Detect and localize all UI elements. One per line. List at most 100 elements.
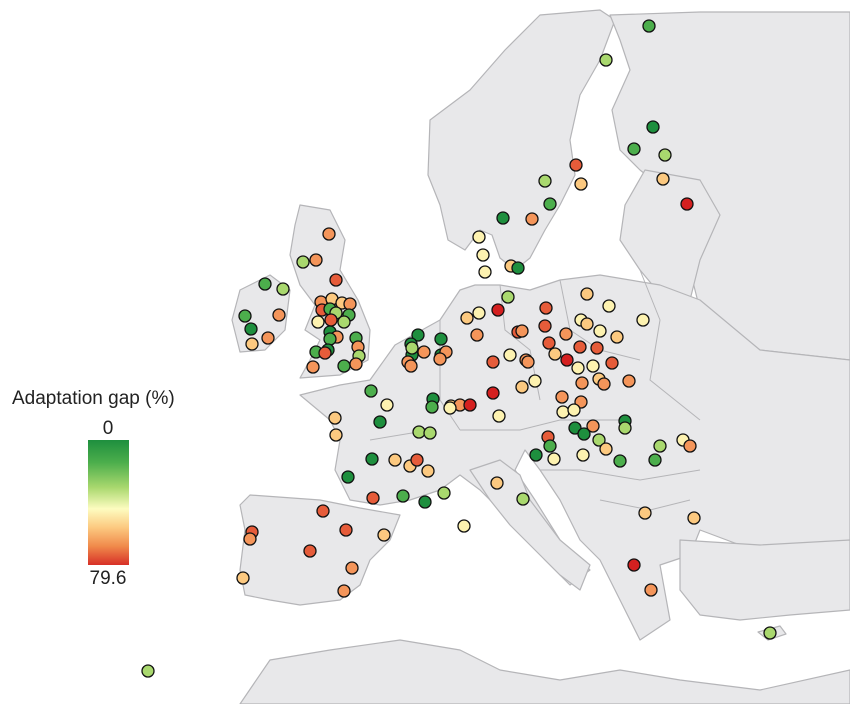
city-dot: [472, 306, 486, 320]
city-dot: [434, 332, 448, 346]
city-dot: [323, 332, 337, 346]
city-dot: [306, 360, 320, 374]
continental-europe-shape: [299, 274, 850, 641]
city-dot: [515, 380, 529, 394]
city-dot: [538, 319, 552, 333]
city-dot: [586, 419, 600, 433]
city-dot: [337, 584, 351, 598]
city-dot: [539, 301, 553, 315]
city-dot: [573, 340, 587, 354]
city-dot: [433, 352, 447, 366]
city-dot: [648, 453, 662, 467]
city-dot: [525, 212, 539, 226]
city-dot: [586, 359, 600, 373]
city-dot: [296, 255, 310, 269]
city-dot: [388, 453, 402, 467]
city-dot: [547, 452, 561, 466]
city-dot: [421, 464, 435, 478]
color-legend: Adaptation gap (%) 0 79.6: [0, 380, 220, 600]
city-dot: [490, 476, 504, 490]
city-dot: [457, 519, 471, 533]
city-dot: [567, 403, 581, 417]
legend-max-label: 79.6: [89, 568, 127, 589]
city-dot: [341, 470, 355, 484]
city-dots: [141, 19, 777, 678]
city-dot: [244, 322, 258, 336]
city-dot: [622, 374, 636, 388]
city-dot: [337, 315, 351, 329]
city-dot: [141, 664, 155, 678]
city-dot: [576, 448, 590, 462]
city-dot: [245, 337, 259, 351]
city-dot: [548, 347, 562, 361]
land-masses: [231, 9, 850, 704]
city-dot: [511, 261, 525, 275]
city-dot: [329, 273, 343, 287]
city-dot: [687, 511, 701, 525]
city-dot: [538, 174, 552, 188]
city-dot: [542, 336, 556, 350]
city-dot: [343, 297, 357, 311]
city-dot: [597, 377, 611, 391]
city-dot: [613, 454, 627, 468]
city-dot: [443, 401, 457, 415]
city-dot: [503, 348, 517, 362]
city-dot: [592, 433, 606, 447]
city-dot: [571, 361, 585, 375]
city-dot: [555, 390, 569, 404]
city-dot: [243, 532, 257, 546]
city-dot: [605, 356, 619, 370]
city-dot: [646, 120, 660, 134]
city-dot: [568, 421, 582, 435]
italy-shape: [469, 459, 591, 591]
city-dot: [486, 355, 500, 369]
city-dot: [543, 197, 557, 211]
city-dot: [418, 495, 432, 509]
city-dot: [599, 53, 613, 67]
city-dot: [521, 355, 535, 369]
city-dot: [261, 331, 275, 345]
city-dot: [405, 341, 419, 355]
city-dot: [437, 486, 451, 500]
scandinavia-shape: [427, 9, 616, 271]
city-dot: [380, 398, 394, 412]
city-dot: [324, 313, 338, 327]
city-dot: [339, 523, 353, 537]
city-dot: [365, 452, 379, 466]
city-dot: [364, 384, 378, 398]
city-dot: [472, 230, 486, 244]
city-dot: [411, 328, 425, 342]
city-dot: [515, 324, 529, 338]
city-dot: [590, 341, 604, 355]
city-dot: [569, 158, 583, 172]
city-dot: [491, 303, 505, 317]
city-dot: [543, 439, 557, 453]
city-dot: [486, 386, 500, 400]
city-dot: [763, 626, 777, 640]
city-dot: [412, 425, 426, 439]
city-dot: [658, 148, 672, 162]
city-dot: [349, 357, 363, 371]
city-dot: [529, 448, 543, 462]
city-dot: [602, 299, 616, 313]
city-dot: [276, 282, 290, 296]
city-dot: [328, 411, 342, 425]
legend-title: Adaptation gap (%): [12, 388, 175, 409]
city-dot: [410, 453, 424, 467]
city-dot: [516, 492, 530, 506]
city-dot: [272, 308, 286, 322]
city-dot: [496, 211, 510, 225]
city-dot: [236, 571, 250, 585]
city-dot: [463, 398, 477, 412]
city-dot: [580, 317, 594, 331]
city-dot: [238, 309, 252, 323]
city-dot: [478, 265, 492, 279]
north-africa-shape: [239, 639, 850, 704]
city-dot: [470, 328, 484, 342]
city-dot: [528, 374, 542, 388]
city-dot: [316, 504, 330, 518]
city-dot: [258, 277, 272, 291]
city-dot: [318, 346, 332, 360]
city-dot: [644, 583, 658, 597]
